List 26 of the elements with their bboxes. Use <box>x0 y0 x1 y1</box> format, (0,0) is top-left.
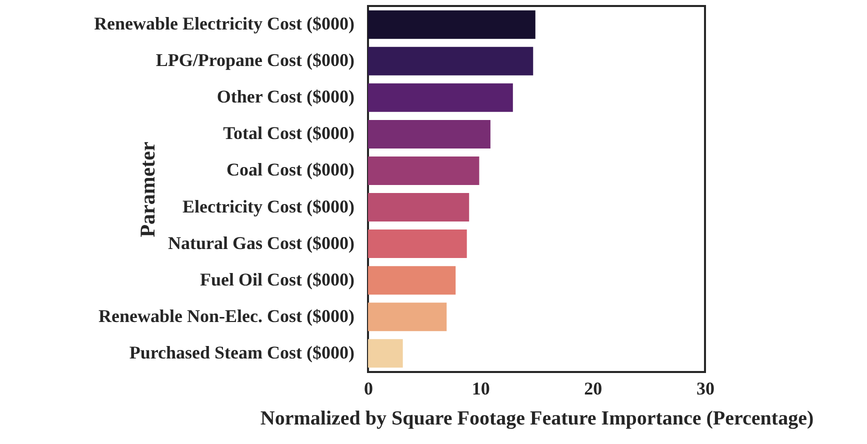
bar <box>368 193 470 222</box>
bar <box>368 302 447 332</box>
bar <box>368 46 534 76</box>
x-tick-label: 0 <box>364 378 373 398</box>
y-tick-label: Electricity Cost ($000) <box>182 196 354 216</box>
bar <box>368 10 536 39</box>
bar <box>368 339 403 368</box>
y-tick-label: Total Cost ($000) <box>223 123 354 144</box>
bar <box>368 120 490 148</box>
y-tick-label: Fuel Oil Cost ($000) <box>200 269 354 290</box>
y-tick-label: Coal Cost ($000) <box>226 160 354 180</box>
y-tick-label: Renewable Non-Elec. Cost ($000) <box>98 306 354 326</box>
bar <box>368 266 456 295</box>
bar <box>368 230 467 258</box>
x-axis-title: Normalized by Square Footage Feature Importance (Percentage) <box>260 408 814 430</box>
x-tick-label: 10 <box>472 378 490 398</box>
bar <box>368 83 513 112</box>
y-tick-label: Other Cost ($000) <box>216 86 354 107</box>
x-tick-label: 30 <box>696 378 714 398</box>
y-axis-title: Parameter <box>136 142 160 238</box>
y-tick-label: Purchased Steam Cost ($000) <box>129 342 354 362</box>
y-tick-label: Renewable Electricity Cost ($000) <box>94 14 354 34</box>
y-tick-label: LPG/Propane Cost ($000) <box>156 50 354 70</box>
y-tick-label: Natural Gas Cost ($000) <box>168 232 354 253</box>
x-tick-label: 20 <box>584 378 602 398</box>
bar <box>368 156 480 185</box>
